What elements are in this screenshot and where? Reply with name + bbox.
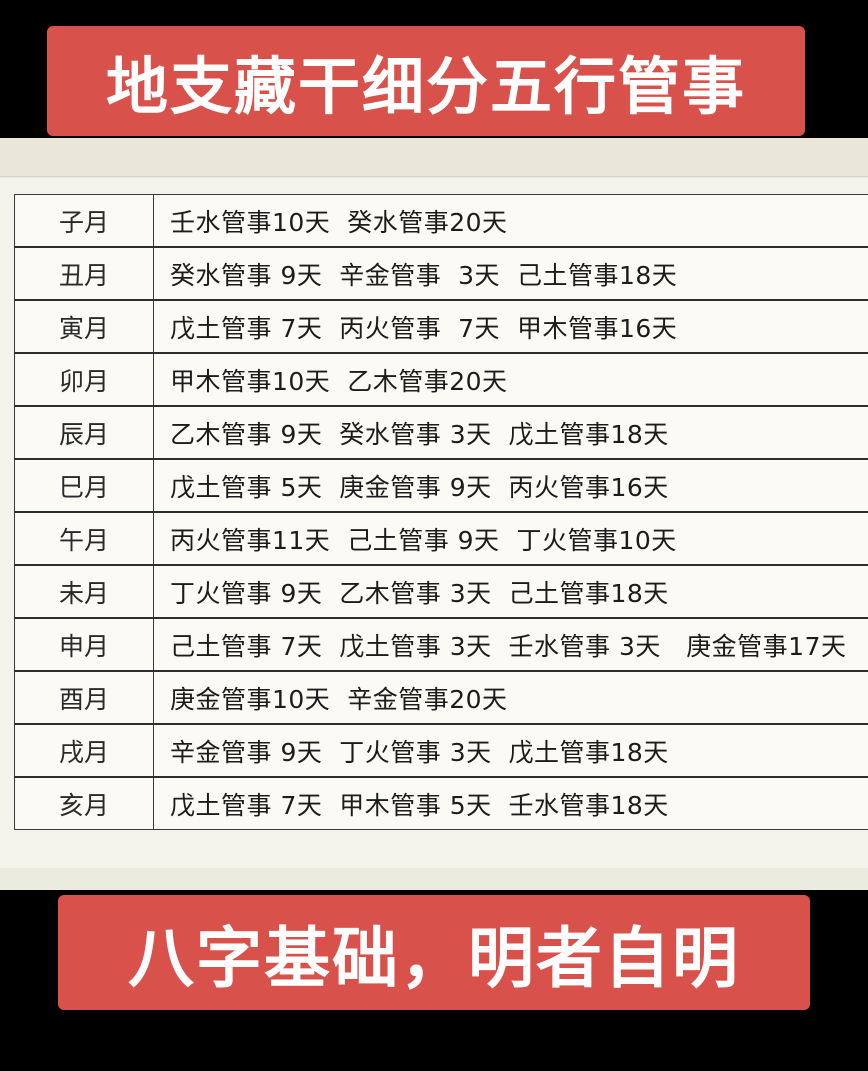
paper-top-strip [0,138,868,177]
month-cell: 亥月 [14,776,154,830]
table-row: 申月 己土管事 7天 戊土管事 3天 壬水管事 3天 庚金管事17天 [14,617,868,672]
table-row: 巳月 戊土管事 5天 庚金管事 9天 丙火管事16天 [14,458,868,513]
caption-text: 八字基础，明者自明 [128,919,740,997]
detail-cell: 己土管事 7天 戊土管事 3天 壬水管事 3天 庚金管事17天 [153,617,868,672]
month-cell: 巳月 [14,458,154,513]
month-cell: 子月 [14,194,154,248]
detail-cell: 辛金管事 9天 丁火管事 3天 戊土管事18天 [153,723,868,778]
page-title: 地支藏干细分五行管事 [105,50,746,123]
month-cell: 午月 [14,511,154,566]
table-row: 丑月 癸水管事 9天 辛金管事 3天 己土管事18天 [14,246,868,301]
table-row: 亥月 戊土管事 7天 甲木管事 5天 壬水管事18天 [14,776,868,830]
table-row: 寅月 戊土管事 7天 丙火管事 7天 甲木管事16天 [14,299,868,354]
month-cell: 酉月 [14,670,154,725]
month-cell: 寅月 [14,299,154,354]
table-row: 子月 壬水管事10天 癸水管事20天 [14,194,868,248]
detail-cell: 庚金管事10天 辛金管事20天 [153,670,868,725]
caption-banner: 八字基础，明者自明 [58,895,810,1010]
month-cell: 申月 [14,617,154,672]
month-cell: 卯月 [14,352,154,407]
detail-cell: 丁火管事 9天 乙木管事 3天 己土管事18天 [153,564,868,619]
table-row: 辰月 乙木管事 9天 癸水管事 3天 戊土管事18天 [14,405,868,460]
detail-cell: 壬水管事10天 癸水管事20天 [153,194,868,248]
month-cell: 未月 [14,564,154,619]
table-row: 酉月 庚金管事10天 辛金管事20天 [14,670,868,725]
month-cell: 戌月 [14,723,154,778]
detail-cell: 戊土管事 5天 庚金管事 9天 丙火管事16天 [153,458,868,513]
detail-cell: 甲木管事10天 乙木管事20天 [153,352,868,407]
detail-cell: 戊土管事 7天 丙火管事 7天 甲木管事16天 [153,299,868,354]
detail-cell: 戊土管事 7天 甲木管事 5天 壬水管事18天 [153,776,868,830]
month-cell: 辰月 [14,405,154,460]
month-table: 子月 壬水管事10天 癸水管事20天 丑月 癸水管事 9天 辛金管事 3天 己土管事1… [14,194,868,830]
detail-cell: 丙火管事11天 己土管事 9天 丁火管事10天 [153,511,868,566]
table-row: 卯月 甲木管事10天 乙木管事20天 [14,352,868,407]
title-banner: 地支藏干细分五行管事 [47,26,805,136]
table-row: 戌月 辛金管事 9天 丁火管事 3天 戊土管事18天 [14,723,868,778]
detail-cell: 癸水管事 9天 辛金管事 3天 己土管事18天 [153,246,868,301]
month-table-body: 子月 壬水管事10天 癸水管事20天 丑月 癸水管事 9天 辛金管事 3天 己土管事1… [14,194,868,830]
table-row: 午月 丙火管事11天 己土管事 9天 丁火管事10天 [14,511,868,566]
month-cell: 丑月 [14,246,154,301]
detail-cell: 乙木管事 9天 癸水管事 3天 戊土管事18天 [153,405,868,460]
table-row: 未月 丁火管事 9天 乙木管事 3天 己土管事18天 [14,564,868,619]
